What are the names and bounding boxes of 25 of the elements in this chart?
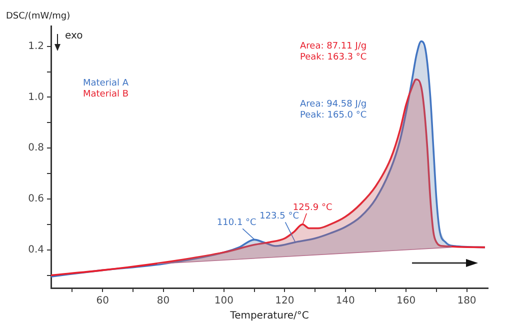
y-tick-label: 0.6 <box>28 194 44 205</box>
y-tick-label: 0.4 <box>28 244 44 256</box>
annotation: 125.9 °C <box>292 202 332 213</box>
annotation: Peak: 163.3 °C <box>300 52 367 62</box>
text: Material B <box>83 89 129 100</box>
y-tick-label: 0.8 <box>28 142 44 154</box>
y-axis-title: DSC/(mW/mg) <box>6 11 70 22</box>
x-axis-title: Temperature/°C <box>229 310 309 322</box>
text: Material A <box>83 78 130 88</box>
annotation: Peak: 165.0 °C <box>300 110 367 120</box>
x-tick-label: 80 <box>156 296 170 307</box>
annotation: Area: 94.58 J/g <box>300 99 367 110</box>
annotation: 123.5 °C <box>260 212 300 222</box>
x-tick-label: 60 <box>96 296 109 307</box>
y-tick-label: 1.2 <box>28 40 44 52</box>
annotation: Area: 87.11 J/g <box>300 41 367 52</box>
line-series <box>51 78 486 276</box>
x-tick-label: 160 <box>396 296 416 307</box>
x-tick-label: 100 <box>214 296 234 307</box>
annotation: exo <box>65 30 83 42</box>
x-tick-label: 140 <box>336 296 355 307</box>
x-tick-label: 180 <box>457 296 476 307</box>
y-tick-label: 1.0 <box>28 92 44 103</box>
annotation: 110.1 °C <box>216 218 256 228</box>
x-tick-label: 120 <box>275 296 294 307</box>
